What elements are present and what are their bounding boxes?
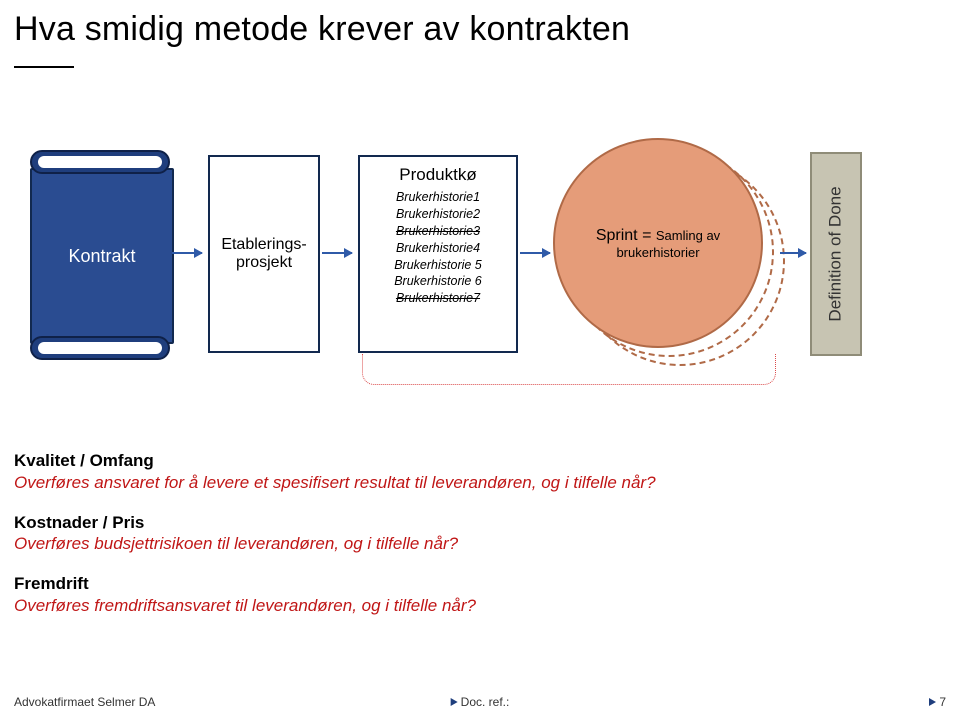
arrow-1 bbox=[172, 252, 202, 254]
body-text: Kvalitet / Omfang Overføres ansvaret for… bbox=[14, 450, 924, 635]
sprint-line1: Sprint = Samling av bbox=[596, 227, 720, 245]
arrow-3 bbox=[520, 252, 550, 254]
triangle-icon bbox=[929, 698, 936, 706]
kontrakt-label: Kontrakt bbox=[68, 246, 135, 267]
produktko-item: Brukerhistorie 5 bbox=[394, 257, 482, 274]
produktko-item: Brukerhistorie2 bbox=[396, 206, 480, 223]
scroll-curl-top bbox=[30, 150, 170, 174]
section-kostnader: Kostnader / Pris Overføres budsjettrisik… bbox=[14, 512, 924, 556]
section-heading: Kostnader / Pris bbox=[14, 513, 144, 532]
section-question: Overføres budsjettrisikoen til leverandø… bbox=[14, 534, 458, 553]
section-heading: Kvalitet / Omfang bbox=[14, 451, 154, 470]
produktko-item: Brukerhistorie3 bbox=[396, 223, 480, 240]
kontrakt-body: Kontrakt bbox=[30, 168, 174, 344]
section-question: Overføres ansvaret for å levere et spesi… bbox=[14, 473, 656, 492]
etablering-label-2: prosjekt bbox=[236, 254, 292, 272]
sprint-line2: brukerhistorier bbox=[616, 245, 699, 260]
diagram: Kontrakt Etablerings- prosjekt Produktkø… bbox=[0, 120, 960, 420]
produktko-item: Brukerhistorie7 bbox=[396, 290, 480, 307]
produktko-item: Brukerhistorie4 bbox=[396, 240, 480, 257]
arrow-2 bbox=[322, 252, 352, 254]
section-question: Overføres fremdriftsansvaret til leveran… bbox=[14, 596, 476, 615]
scroll-curl-bottom bbox=[30, 336, 170, 360]
footer-right: 7 bbox=[929, 695, 946, 709]
dod-label: Definition of Done bbox=[826, 186, 846, 321]
page-title: Hva smidig metode krever av kontrakten bbox=[14, 10, 630, 49]
sprint-node: Sprint = Samling av brukerhistorier bbox=[553, 138, 783, 368]
produktko-node: Produktkø Brukerhistorie1 Brukerhistorie… bbox=[358, 155, 518, 353]
footer-mid: Doc. ref.: bbox=[451, 695, 510, 709]
dod-node: Definition of Done bbox=[810, 152, 862, 356]
kontrakt-node: Kontrakt bbox=[30, 150, 170, 360]
title-underline bbox=[14, 66, 74, 68]
sprint-main: Sprint = Samling av brukerhistorier bbox=[553, 138, 763, 348]
produktko-item: Brukerhistorie 6 bbox=[394, 273, 482, 290]
footer: Advokatfirmaet Selmer DA Doc. ref.: 7 bbox=[14, 692, 946, 712]
produktko-item: Brukerhistorie1 bbox=[396, 189, 480, 206]
section-fremdrift: Fremdrift Overføres fremdriftsansvaret t… bbox=[14, 573, 924, 617]
section-heading: Fremdrift bbox=[14, 574, 89, 593]
etablering-label-1: Etablerings- bbox=[221, 236, 306, 254]
red-bracket bbox=[362, 354, 776, 385]
section-kvalitet: Kvalitet / Omfang Overføres ansvaret for… bbox=[14, 450, 924, 494]
triangle-icon bbox=[451, 698, 458, 706]
produktko-header: Produktkø bbox=[399, 165, 476, 185]
etablering-node: Etablerings- prosjekt bbox=[208, 155, 320, 353]
footer-left: Advokatfirmaet Selmer DA bbox=[14, 695, 155, 709]
arrow-4 bbox=[780, 252, 806, 254]
